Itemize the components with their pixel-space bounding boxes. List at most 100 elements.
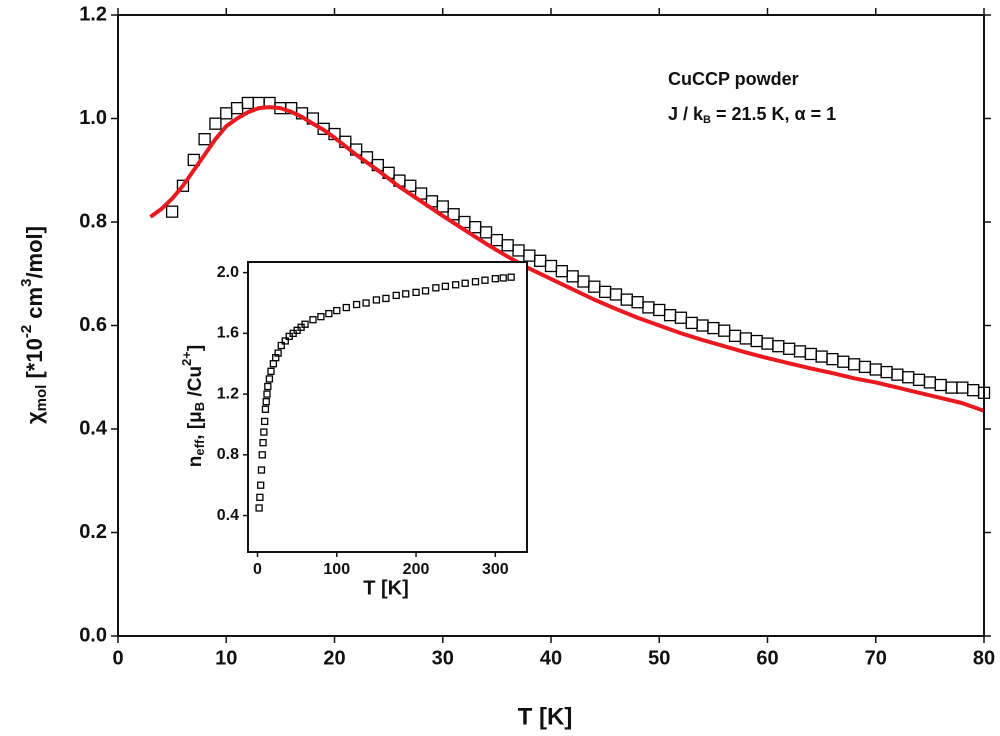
x-tick-label: 300 [482, 561, 509, 578]
marker [352, 300, 361, 309]
y-tick-label: 0.4 [217, 507, 239, 524]
marker [512, 244, 525, 257]
marker [461, 279, 469, 287]
marker [501, 239, 514, 252]
annotation-text: J / k [668, 104, 704, 124]
marker [404, 179, 417, 192]
marker [481, 276, 489, 284]
marker [967, 384, 980, 397]
marker [534, 254, 547, 267]
marker [902, 371, 915, 384]
marker [198, 133, 211, 146]
marker [441, 282, 450, 290]
y-label-part: cm [22, 287, 47, 325]
marker [696, 319, 709, 332]
marker [267, 367, 275, 375]
marker [869, 363, 882, 376]
marker [479, 226, 493, 239]
marker [317, 313, 325, 321]
marker [165, 205, 179, 218]
marker [663, 308, 677, 322]
x-tick-label: 0 [253, 561, 262, 578]
marker [281, 337, 289, 345]
y-label-part: ] [185, 345, 206, 351]
y-label-sup: 3 [18, 279, 35, 287]
x-tick-label: 100 [323, 561, 350, 578]
marker [260, 428, 268, 436]
marker [772, 340, 785, 353]
marker [793, 345, 807, 358]
marker [566, 270, 579, 283]
marker [847, 358, 861, 371]
marker [471, 278, 480, 286]
inset-background [248, 262, 527, 552]
annotation: CuCCP powder [668, 69, 799, 89]
y-label-sup: 2+ [179, 351, 194, 366]
y-label-sup: -2 [18, 325, 35, 338]
marker [412, 288, 420, 297]
y-tick-label: 1.6 [217, 325, 239, 342]
annotation-text: = 21.5 K, α = 1 [711, 104, 836, 124]
marker [728, 329, 742, 343]
marker [362, 299, 370, 307]
marker [260, 417, 269, 426]
x-tick-label: 40 [540, 647, 562, 669]
marker [750, 334, 763, 348]
fit-line [149, 105, 985, 413]
marker [258, 451, 266, 459]
marker [261, 405, 270, 413]
marker [230, 102, 244, 115]
marker [858, 360, 872, 374]
marker [815, 350, 828, 363]
marker [402, 290, 410, 298]
marker [257, 481, 265, 489]
marker [804, 347, 817, 361]
x-tick-label: 50 [648, 647, 670, 669]
marker [452, 281, 460, 289]
marker [259, 439, 267, 447]
x-tick-label: 80 [973, 647, 995, 669]
marker [309, 316, 317, 324]
plot-frame [247, 261, 528, 553]
marker [685, 316, 698, 330]
marker [342, 303, 350, 312]
marker [274, 349, 282, 357]
marker [176, 179, 190, 192]
marker [220, 107, 233, 120]
x-tick-label: 10 [215, 647, 237, 669]
y-tick-label: 1.2 [217, 385, 239, 402]
x-axis-label: T [K] [518, 703, 573, 730]
y-tick-label: 1.0 [79, 107, 107, 129]
y-label-part: n [185, 456, 206, 468]
plot: 0 100 200 300 0.4 0.8 1.2 1.6 2.0 [217, 261, 528, 578]
x-tick-label: 20 [323, 647, 345, 669]
marker [436, 200, 449, 213]
x-tick-label: 70 [865, 647, 887, 669]
marker [837, 355, 850, 368]
y-tick-label: 0.6 [79, 314, 107, 336]
inset-x-axis-label: T [K] [363, 577, 409, 599]
marker [707, 321, 720, 335]
y-label-part: χ [22, 411, 47, 424]
marker [265, 375, 274, 383]
marker [372, 296, 381, 304]
x-tick-label: 30 [432, 647, 454, 669]
y-axis-label: χmol [*10-2 cm3/mol] [18, 226, 50, 424]
marker [256, 493, 264, 501]
marker [264, 382, 272, 391]
y-tick-label: 0.0 [79, 624, 107, 646]
annotation-sub: B [703, 114, 711, 126]
marker [934, 378, 947, 392]
marker [912, 373, 926, 386]
marker [507, 273, 515, 281]
marker [277, 341, 285, 350]
marker [631, 296, 644, 309]
marker [653, 303, 666, 317]
marker [739, 332, 752, 345]
plot-frame [117, 14, 985, 637]
marker [209, 117, 222, 130]
marker [392, 291, 400, 300]
marker [491, 275, 499, 283]
